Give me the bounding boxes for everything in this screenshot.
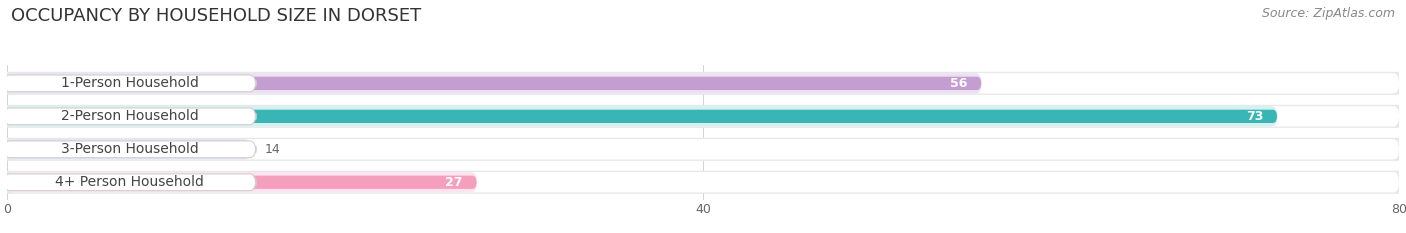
Text: 73: 73 (1246, 110, 1263, 123)
FancyBboxPatch shape (1, 72, 1405, 95)
FancyBboxPatch shape (7, 77, 981, 90)
FancyBboxPatch shape (7, 176, 477, 189)
FancyBboxPatch shape (1, 171, 1405, 194)
Text: 4+ Person Household: 4+ Person Household (55, 175, 204, 189)
FancyBboxPatch shape (7, 143, 250, 156)
FancyBboxPatch shape (7, 139, 1399, 160)
Text: OCCUPANCY BY HOUSEHOLD SIZE IN DORSET: OCCUPANCY BY HOUSEHOLD SIZE IN DORSET (11, 7, 422, 25)
FancyBboxPatch shape (7, 73, 981, 94)
Text: 3-Person Household: 3-Person Household (60, 142, 198, 156)
FancyBboxPatch shape (7, 110, 1277, 123)
Text: 2-Person Household: 2-Person Household (60, 109, 198, 123)
FancyBboxPatch shape (7, 172, 1399, 192)
FancyBboxPatch shape (1, 138, 1405, 161)
FancyBboxPatch shape (4, 108, 256, 125)
Text: 27: 27 (446, 176, 463, 189)
FancyBboxPatch shape (1, 105, 1405, 128)
FancyBboxPatch shape (7, 106, 1277, 127)
Text: 14: 14 (264, 143, 280, 156)
Text: 56: 56 (950, 77, 967, 90)
Text: 1-Person Household: 1-Person Household (60, 76, 198, 90)
FancyBboxPatch shape (7, 172, 477, 192)
FancyBboxPatch shape (4, 174, 256, 191)
FancyBboxPatch shape (7, 106, 1399, 127)
Text: Source: ZipAtlas.com: Source: ZipAtlas.com (1261, 7, 1395, 20)
FancyBboxPatch shape (7, 139, 250, 160)
FancyBboxPatch shape (7, 73, 1399, 94)
FancyBboxPatch shape (4, 141, 256, 158)
FancyBboxPatch shape (4, 75, 256, 92)
